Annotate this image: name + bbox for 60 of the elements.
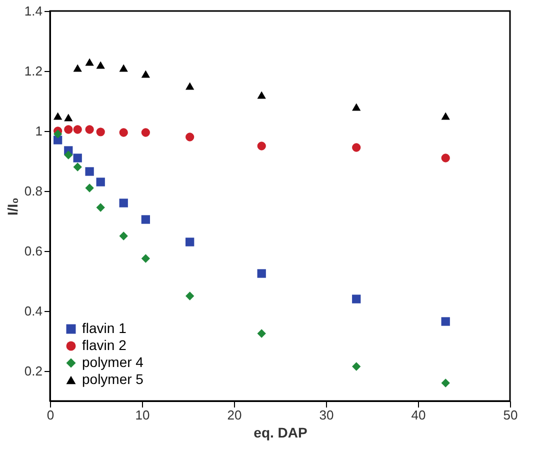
y-tick-label: 0.6 (24, 244, 42, 258)
point (186, 132, 194, 142)
point (119, 232, 128, 240)
point (53, 130, 62, 138)
point (96, 61, 105, 69)
point (119, 64, 128, 72)
point (85, 167, 94, 176)
point (73, 154, 82, 162)
point (441, 154, 450, 162)
point (257, 142, 266, 150)
point (186, 238, 194, 246)
point (352, 143, 361, 152)
point (73, 64, 82, 72)
point (119, 198, 128, 208)
point (64, 150, 73, 160)
y-tick-label: 0.4 (24, 304, 42, 318)
point (441, 112, 450, 120)
y-axis-title: I/I₀ (4, 198, 20, 216)
x-tick-label: 50 (503, 408, 518, 422)
legend-label: polymer 5 (82, 371, 144, 387)
legend-label: polymer 4 (82, 354, 144, 370)
point (257, 91, 266, 99)
y-tick-label: 1.2 (24, 64, 42, 78)
point (186, 292, 194, 300)
point (141, 128, 150, 137)
point (64, 114, 73, 122)
point (141, 70, 150, 78)
point (73, 125, 82, 134)
point (64, 125, 73, 134)
point (441, 378, 450, 388)
point (53, 112, 62, 120)
point (352, 103, 361, 111)
point (96, 203, 105, 212)
x-tick-label: 10 (135, 408, 150, 422)
point (85, 125, 94, 134)
x-tick-label: 0 (46, 408, 54, 422)
point (85, 184, 94, 192)
legend-label: flavin 1 (82, 320, 127, 336)
x-tick-label: 40 (411, 408, 426, 422)
legend-label: flavin 2 (82, 337, 127, 353)
y-tick-label: 0.8 (24, 184, 42, 198)
point (96, 178, 105, 186)
point (73, 162, 82, 172)
point (257, 269, 266, 278)
point (441, 317, 450, 326)
y-tick-label: 0.2 (24, 364, 42, 378)
point (141, 254, 150, 263)
y-tick-label: 1.4 (24, 4, 42, 18)
point (141, 215, 150, 224)
point (257, 329, 266, 338)
point (352, 294, 361, 304)
point (352, 362, 361, 371)
point (85, 58, 94, 66)
point (119, 128, 128, 137)
x-tick-label: 20 (227, 408, 242, 422)
point (96, 128, 105, 136)
point (186, 82, 194, 90)
x-axis-title: eq. DAP (254, 424, 308, 440)
x-tick-label: 30 (319, 408, 334, 422)
y-tick-label: 1 (35, 124, 42, 138)
